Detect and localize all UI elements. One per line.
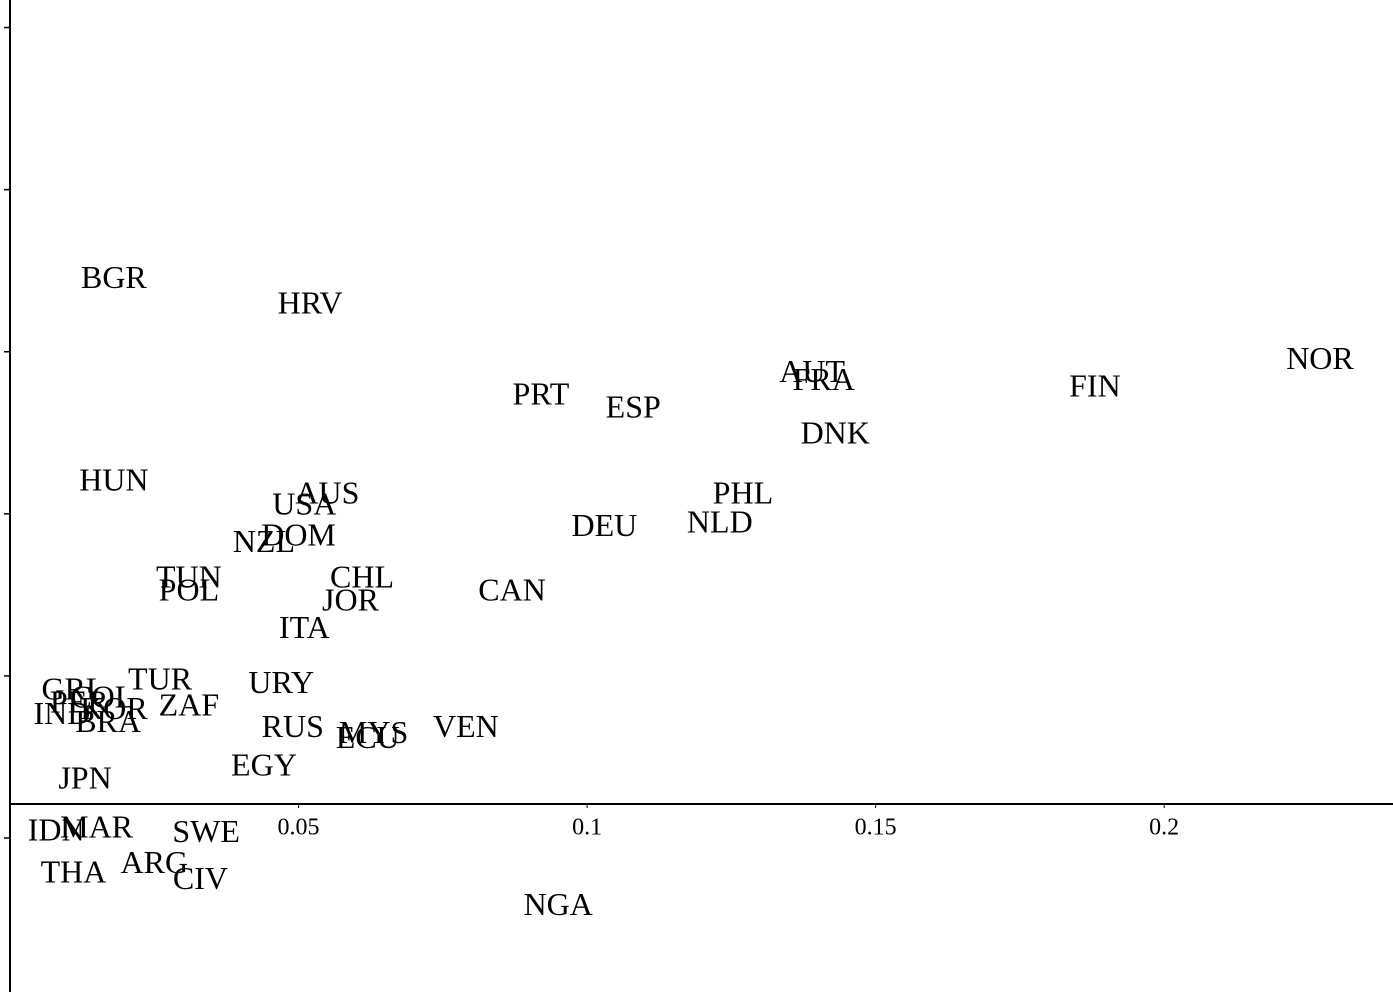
point-label: VEN <box>433 708 499 744</box>
x-tick-label: 0.05 <box>278 814 320 840</box>
point-label: PHL <box>713 474 773 510</box>
point-label: DEU <box>572 507 638 543</box>
x-tick-label: 0.15 <box>855 814 897 840</box>
point-label: TUR <box>128 661 193 697</box>
point-label: CIV <box>173 860 228 896</box>
point-label: AUS <box>295 474 359 510</box>
point-label: NOR <box>1286 340 1354 376</box>
point-label: PER <box>50 683 109 719</box>
point-label: ARG <box>120 844 188 880</box>
point-label: GRL <box>41 670 105 706</box>
point-label: HUN <box>79 461 148 497</box>
point-label: NZL <box>233 523 295 559</box>
point-label: MYS <box>339 714 408 750</box>
point-label: CHL <box>330 559 394 595</box>
point-label: ECU <box>336 719 400 755</box>
point-label: COL <box>70 679 134 715</box>
point-label: JOR <box>322 581 380 617</box>
point-label: HRV <box>278 285 343 321</box>
point-label: DOM <box>261 516 336 552</box>
point-label: NGA <box>524 886 593 922</box>
point-label: JPN <box>58 760 111 796</box>
point-label: PRT <box>513 375 570 411</box>
point-label: FIN <box>1069 367 1121 403</box>
point-label: RUS <box>262 708 324 744</box>
point-label: ZAF <box>159 687 219 723</box>
point-label: ITA <box>279 609 330 645</box>
x-tick-label: 0.2 <box>1149 814 1179 840</box>
point-label: IDN <box>28 811 85 847</box>
point-label: ESP <box>606 388 661 424</box>
point-label: AUT <box>779 353 845 389</box>
point-label: BGR <box>81 259 147 295</box>
point-label: CAN <box>478 572 546 608</box>
point-label: DNK <box>801 414 870 450</box>
point-label: URY <box>248 664 314 700</box>
point-label: NLD <box>687 504 753 540</box>
x-tick-label: 0.1 <box>572 814 602 840</box>
point-label: EGY <box>231 747 297 783</box>
point-label: KOR <box>80 690 148 726</box>
point-label: BRA <box>75 703 141 739</box>
point-label: THA <box>41 854 107 890</box>
point-label: SWE <box>172 813 240 849</box>
point-label: MAR <box>60 808 134 844</box>
point-label: POL <box>159 572 219 608</box>
point-label: IND <box>34 695 91 731</box>
point-label: USA <box>272 486 336 522</box>
point-label: TUN <box>156 559 222 595</box>
point-label: FRA <box>793 361 855 397</box>
